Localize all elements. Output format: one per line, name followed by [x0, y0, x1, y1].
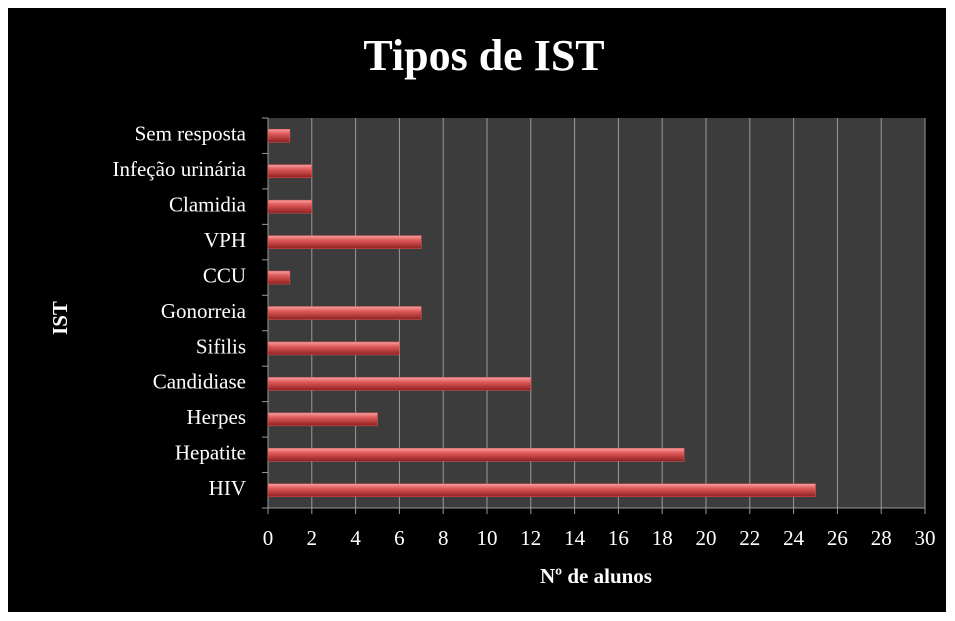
- y-tick-label: Gonorreia: [161, 299, 247, 323]
- y-tick-label: VPH: [204, 228, 246, 252]
- bar: [267, 483, 816, 498]
- y-tick-label: Hepatite: [175, 441, 246, 465]
- bar: [267, 164, 313, 178]
- x-tick-label: 26: [827, 526, 848, 550]
- x-tick-label: 6: [394, 526, 405, 550]
- y-tick-label: Candidiase: [153, 370, 246, 394]
- y-tick-label: Infeção urinária: [113, 157, 247, 181]
- x-tick-label: 2: [307, 526, 318, 550]
- bar: [267, 412, 378, 427]
- x-tick-label: 18: [652, 526, 673, 550]
- chart-title: Tipos de IST: [363, 31, 604, 80]
- x-tick-label: 0: [263, 526, 274, 550]
- y-tick-label: Sifilis: [196, 334, 246, 358]
- bar: [267, 128, 291, 143]
- x-axis-label: Nº de alunos: [540, 564, 652, 588]
- bar: [267, 448, 685, 462]
- y-tick-label: HIV: [209, 476, 246, 500]
- x-tick-label: 30: [915, 526, 936, 550]
- y-tick-label: CCU: [203, 263, 246, 287]
- x-tick-label: 4: [350, 526, 361, 550]
- x-tick-label: 10: [477, 526, 498, 550]
- x-tick-label: 8: [438, 526, 449, 550]
- y-tick-label: Herpes: [187, 405, 246, 429]
- y-axis-label: IST: [48, 301, 72, 335]
- x-tick-label: 12: [520, 526, 541, 550]
- x-tick-label: 24: [783, 526, 805, 550]
- bar: [267, 306, 422, 320]
- bar: [267, 377, 532, 391]
- y-tick-label: Sem resposta: [135, 122, 247, 146]
- bar: [267, 270, 291, 285]
- x-tick-label: 22: [739, 526, 760, 550]
- x-tick-label: 28: [871, 526, 892, 550]
- bar: [267, 341, 400, 356]
- x-tick-label: 16: [608, 526, 629, 550]
- y-tick-label: Clamidia: [169, 192, 247, 216]
- bar: [267, 199, 313, 214]
- bar: [267, 235, 422, 249]
- x-tick-label: 14: [564, 526, 586, 550]
- x-tick-label: 20: [696, 526, 717, 550]
